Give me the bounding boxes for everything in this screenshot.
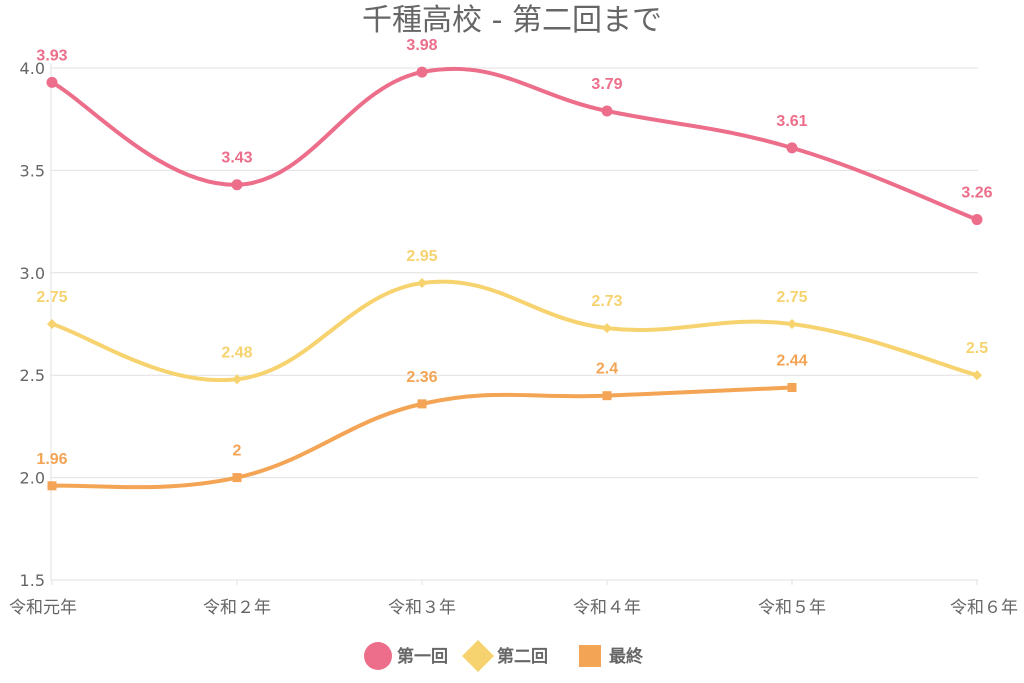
data-point [47,481,57,491]
data-point [417,278,427,289]
data-label: 3.93 [36,47,67,64]
data-label: 2.75 [776,289,807,306]
data-point [972,370,982,381]
legend-item[interactable]: 最終 [579,645,644,667]
data-point [417,399,427,409]
series-2 [47,278,982,385]
data-point [601,105,613,117]
data-label: 3.98 [406,37,437,54]
data-label: 3.79 [591,76,622,93]
data-point [602,323,612,334]
data-point [47,319,57,329]
x-tick-label: 令和２年 [203,598,271,618]
data-label: 2.36 [406,369,437,386]
data-point [232,473,242,483]
data-label: 1.96 [36,451,67,468]
data-label: 2.44 [776,352,807,369]
data-label: 2.95 [406,248,437,265]
legend-item[interactable]: 第一回 [364,642,448,670]
data-label: 2.5 [966,340,988,357]
series-line [50,279,979,383]
data-point [231,179,243,191]
data-label: 3.61 [776,113,807,130]
legend-item[interactable]: 第二回 [462,640,548,672]
y-axis: 1.5 2.0 2.5 3.0 3.5 4.0 [20,59,52,590]
x-tick-label: 令和元年 [9,598,77,618]
y-tick-label: 1.5 [20,571,45,590]
data-point [46,76,58,88]
series-line [50,66,979,222]
data-point [787,319,797,329]
x-tick-label: 令和５年 [758,598,826,618]
series-group [46,66,983,491]
data-label: 2.75 [36,289,67,306]
data-point [232,374,242,385]
x-axis: 令和元年 令和２年 令和３年 令和４年 令和５年 令和６年 [9,580,1018,618]
data-point [786,142,798,154]
series-1 [46,66,983,226]
data-point [416,66,428,78]
y-tick-label: 3.5 [20,161,45,180]
legend[interactable]: 第一回 第二回 最終 [364,640,644,672]
data-label: 2 [233,443,242,460]
legend-label: 第二回 [497,646,548,667]
legend-circle-icon [364,642,392,670]
data-label: 2.4 [596,361,618,378]
data-label: 3.43 [221,150,252,167]
data-point [787,382,797,392]
legend-square-icon [579,645,601,667]
x-tick-label: 令和３年 [388,598,456,618]
x-tick-label: 令和６年 [950,598,1018,618]
y-tick-label: 2.0 [20,469,45,488]
data-point [971,214,983,226]
data-point [602,391,612,401]
data-label: 2.48 [221,344,252,361]
legend-label: 最終 [609,646,644,667]
data-label: 2.73 [591,293,622,310]
grid [51,67,978,581]
y-tick-label: 4.0 [20,59,45,78]
legend-label: 第一回 [397,646,448,667]
chart-title: 千種高校 - 第二回まで [362,3,662,38]
data-labels: 3.93 3.43 3.98 3.79 3.61 3.26 2.75 2.48 2.95 2.73… [36,37,992,468]
x-tick-label: 令和４年 [573,598,641,618]
data-label: 3.26 [961,185,992,202]
y-tick-label: 3.0 [20,264,45,283]
y-tick-label: 2.5 [20,366,45,385]
legend-diamond-icon [462,640,494,672]
series-3 [47,382,797,491]
